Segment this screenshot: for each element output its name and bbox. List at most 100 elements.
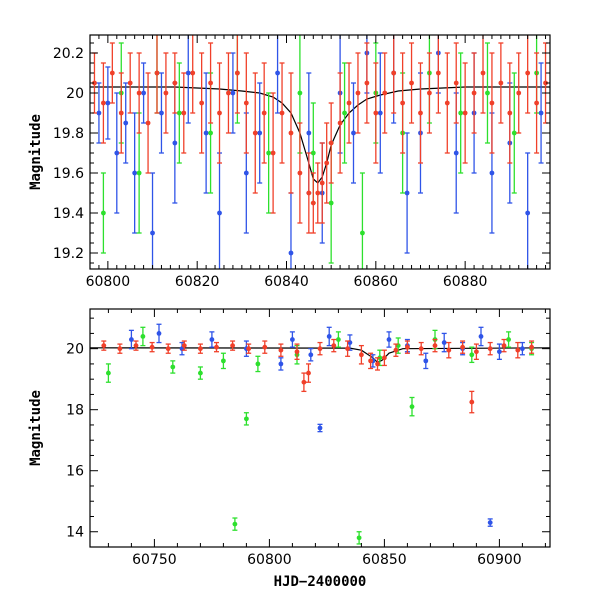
data-point (198, 370, 203, 376)
data-point (453, 150, 459, 156)
data-point (418, 346, 424, 352)
bottom-panel: 60750 60800 60850 60900 14 16 18 20 Magnitude H… (28, 308, 551, 590)
data-point (336, 337, 341, 342)
data-point (172, 140, 178, 146)
data-point (310, 150, 316, 156)
top-series-1-point (359, 172, 365, 269)
top-series-0-point (141, 62, 147, 124)
data-point (432, 343, 438, 349)
data-point (315, 190, 321, 196)
data-point (92, 80, 97, 86)
data-point (418, 110, 423, 116)
top-series-2-point (355, 52, 361, 134)
bottom-series-2-point (149, 341, 155, 353)
data-point (516, 90, 522, 96)
bottom-series-0-point (487, 518, 493, 527)
top-y-tick-label: 20 (66, 86, 84, 102)
data-point (529, 344, 534, 350)
data-point (525, 70, 531, 76)
bottom-series-2-point (375, 357, 380, 371)
bottom-series-0-point (317, 423, 323, 433)
top-series-1-point (266, 92, 272, 214)
top-series-0-point (123, 82, 129, 164)
data-point (386, 337, 392, 342)
data-point (478, 334, 484, 339)
bottom-series-1-point (335, 331, 341, 348)
data-point (317, 425, 323, 431)
data-point (507, 110, 513, 116)
data-point (198, 346, 203, 352)
data-point (203, 130, 209, 136)
bottom-series-1-point (220, 352, 226, 370)
data-point (469, 399, 475, 405)
x-axis-label: HJD−2400000 (274, 574, 367, 590)
data-point (226, 90, 231, 96)
data-point (515, 347, 521, 353)
top-series-2-point (498, 42, 504, 124)
data-point (306, 370, 311, 376)
bottom-series-0-point (156, 323, 162, 344)
data-point (306, 190, 312, 196)
data-point (373, 110, 379, 116)
bottom-series-2-point (165, 343, 171, 354)
data-point (217, 210, 222, 216)
bottom-series-0-point (441, 332, 447, 353)
top-series-2-point (100, 62, 106, 144)
data-point (165, 346, 171, 352)
bottom-series-0-point (496, 343, 502, 360)
data-point (100, 100, 106, 106)
bottom-series-2-point (515, 341, 521, 359)
data-point (474, 349, 479, 355)
data-point (441, 340, 447, 345)
data-point (243, 170, 249, 176)
data-point (244, 416, 249, 422)
top-series-2-point (409, 42, 415, 124)
top-y-tick-label: 19.6 (53, 166, 84, 182)
data-point (364, 80, 370, 86)
data-point (382, 355, 387, 361)
top-y-axis-label: Magnitude (28, 114, 44, 190)
top-series-1-point (100, 172, 106, 254)
bottom-series-2-point (404, 340, 410, 354)
top-series-2-point (208, 42, 214, 124)
data-point (275, 70, 280, 76)
bottom-x-tick-label: 60800 (247, 552, 292, 568)
data-point (117, 346, 123, 352)
top-series-2-point (328, 102, 334, 184)
data-point (257, 130, 263, 136)
bottom-y-tick-label: 16 (66, 464, 84, 480)
bottom-series-0-point (209, 331, 215, 348)
bottom-series-2-point (345, 340, 351, 357)
bottom-series-0-point (478, 326, 484, 347)
top-series-2-point (525, 35, 531, 114)
bottom-series-2-point (418, 341, 424, 356)
data-point (96, 110, 102, 116)
top-series-1-point (484, 42, 490, 144)
data-point (497, 349, 502, 355)
data-point (129, 337, 134, 342)
data-point (114, 150, 120, 156)
data-point (409, 404, 415, 410)
data-point (109, 70, 115, 76)
bottom-x-tick-label: 60750 (132, 552, 177, 568)
top-series-0-point (105, 66, 111, 140)
data-point (255, 361, 261, 367)
data-point (487, 520, 493, 525)
data-point (355, 90, 361, 96)
top-series-2-point (261, 62, 267, 164)
bottom-points-layer (101, 323, 535, 545)
top-x-tick-label: 60820 (175, 274, 220, 290)
top-series-2-point (145, 72, 151, 174)
top-series-0-point (217, 152, 223, 269)
data-point (170, 364, 176, 370)
bottom-series-1-point (140, 326, 146, 347)
data-point (105, 100, 111, 106)
top-series-0-point (96, 82, 102, 144)
bottom-y-axis-label: Magnitude (28, 390, 44, 466)
bottom-series-0-point (326, 326, 332, 347)
top-series-2-point (199, 52, 205, 154)
top-plot-frame (89, 34, 551, 270)
data-point (149, 344, 155, 350)
data-point (163, 90, 169, 96)
top-y-tick-label: 19.4 (53, 206, 84, 222)
